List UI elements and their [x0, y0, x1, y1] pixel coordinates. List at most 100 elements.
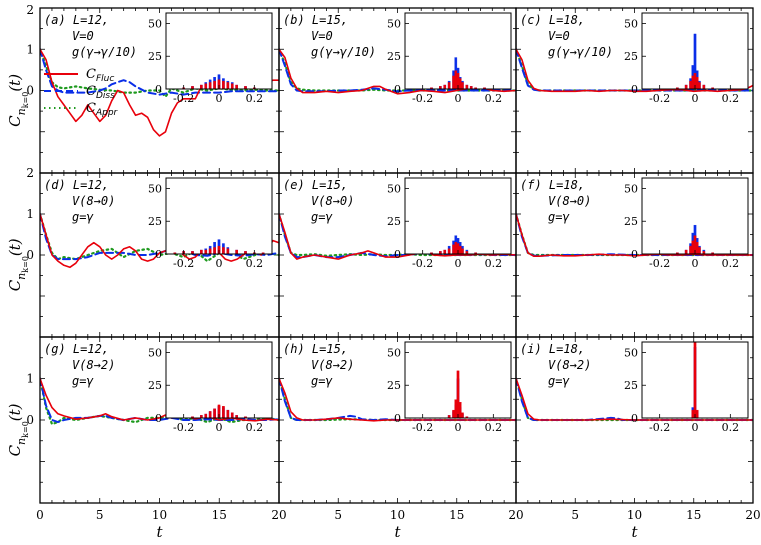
histogram-bar	[447, 248, 451, 255]
histogram-bar	[235, 249, 238, 255]
x-tick-label: 10	[627, 508, 642, 522]
panel-annotation: (a) L=12,	[44, 13, 109, 27]
inset-x-tick-label: 0.2	[722, 92, 740, 105]
x-tick-label: 20	[508, 508, 523, 522]
inset-x-tick-label: -0.2	[649, 92, 670, 105]
inset-histogram: 0 25 50 -0.2 0 0.2	[387, 341, 512, 434]
histogram-bar	[698, 82, 701, 90]
histogram-bar	[695, 77, 699, 90]
x-tick-label: 20	[745, 508, 760, 522]
histogram-bar	[461, 82, 464, 90]
inset-y-tick-label: 50	[624, 346, 638, 359]
histogram-bar	[226, 409, 230, 419]
inset-y-tick-label: 50	[387, 17, 401, 30]
panel-i: (i) L=18, V(8→2) g=γ 0 25 50 -0.2 0 0.2 5 10 15 20 t	[515, 336, 761, 541]
inset-y-tick-label: 0	[155, 83, 162, 96]
histogram-bar	[458, 78, 462, 90]
histogram-bar	[454, 70, 458, 90]
inset-y-tick-label: 25	[148, 50, 162, 63]
inset-y-tick-label: 0	[155, 248, 162, 261]
histogram-bar	[458, 245, 462, 255]
inset-x-tick-label: -0.2	[412, 257, 433, 270]
histogram-bar	[208, 411, 212, 419]
legend-entry: CAppr	[86, 101, 119, 118]
histogram-bar	[443, 84, 447, 90]
histogram-bar	[456, 370, 460, 419]
inset-y-tick-label: 0	[155, 412, 162, 425]
histogram-bar	[458, 402, 462, 419]
histogram-bar	[208, 82, 212, 90]
x-tick-label: 10	[390, 508, 405, 522]
inset-x-tick-label: 0.2	[246, 92, 264, 105]
panel-annotation: V(8→0)	[311, 194, 354, 208]
inset-x-tick-label: 0	[692, 92, 699, 105]
histogram-bar	[213, 408, 216, 419]
panel-annotation: V(8→0)	[72, 194, 115, 208]
inset-x-tick-label: -0.2	[412, 421, 433, 434]
inset-y-tick-label: 0	[394, 412, 401, 425]
inset-y-tick-label: 50	[148, 182, 162, 195]
inset-histogram: 0 25 50 -0.2 0 0.2	[624, 177, 749, 270]
histogram-bar	[443, 249, 447, 255]
x-axis-label: t	[156, 523, 163, 541]
panel-annotation: g=γ	[72, 210, 94, 224]
inset-y-tick-label: 25	[148, 215, 162, 228]
panel-annotation: g(γ→γ/10)	[548, 45, 613, 59]
inset-x-tick-label: 0	[455, 421, 462, 434]
inset-y-tick-label: 25	[624, 50, 638, 63]
x-tick-label: 15	[686, 508, 701, 522]
inset-x-tick-label: 0.2	[485, 257, 503, 270]
histogram-bar	[447, 82, 451, 90]
inset-histogram: 0 25 50 -0.2 0 0.2	[624, 341, 749, 434]
panel-a: (a) L=12, V=0 g(γ→γ/10) 0 25 50 -0.2 0 0.2 1 0 2 2 Cn…	[6, 3, 280, 180]
histogram-bar	[204, 249, 208, 255]
panel-annotation: (g) L=12,	[44, 342, 109, 356]
inset-y-tick-label: 50	[387, 346, 401, 359]
series-fluc	[40, 213, 279, 269]
inset-y-tick-label: 25	[624, 215, 638, 228]
histogram-bar	[222, 406, 225, 419]
inset-x-tick-label: 0.2	[722, 421, 740, 434]
series-appr	[40, 377, 279, 426]
legend-entry: CDiss	[86, 84, 115, 101]
panel-e: (e) L=15, V(8→0) g=γ 0 25 50 -0.2 0 0.2	[278, 172, 517, 338]
panel-frame	[515, 336, 754, 504]
panel-annotation: V=0	[72, 29, 94, 43]
histogram-bar	[230, 412, 234, 419]
inset-y-tick-label: 25	[148, 379, 162, 392]
histogram-bar	[226, 248, 230, 255]
y-axis-label: Cnk=0(t)	[6, 403, 30, 456]
panel-annotation: V(8→2)	[311, 358, 354, 372]
histogram-bar	[691, 409, 695, 419]
inset-histogram: 0 25 50 -0.2 0 0.2	[387, 177, 512, 270]
inset-y-tick-label: 0	[394, 248, 401, 261]
inset-x-tick-label: 0.2	[246, 421, 264, 434]
series-fluc	[279, 377, 516, 422]
inset-histogram: 0 25 50 -0.2 0 0.2	[387, 12, 512, 105]
histogram-bar	[222, 247, 225, 255]
y-tick-label: 2	[26, 3, 34, 17]
x-tick-label: 15	[449, 508, 464, 522]
panel-annotation: g=γ	[311, 374, 333, 388]
histogram-bar	[213, 80, 216, 90]
panel-annotation: g(γ→γ/10)	[72, 45, 137, 59]
histogram-bar	[226, 82, 230, 90]
series-diss	[40, 213, 279, 261]
panel-annotation: (b) L=15,	[283, 13, 348, 27]
inset-y-tick-label: 0	[631, 412, 638, 425]
histogram-bar	[213, 247, 216, 255]
panel-annotation: (c) L=18,	[520, 13, 585, 27]
inset-x-tick-label: -0.2	[173, 92, 194, 105]
series-diss	[40, 48, 279, 96]
x-tick-label: 5	[571, 508, 579, 522]
histogram-bar	[695, 409, 699, 419]
y-tick-label: 1	[26, 372, 34, 386]
panel-b: (b) L=15, V=0 g(γ→γ/10) 0 25 50 -0.2 0 0.2	[278, 7, 517, 174]
y-tick-label: 0	[26, 84, 34, 98]
panel-annotation: V=0	[311, 29, 333, 43]
inset-y-tick-label: 50	[624, 182, 638, 195]
inset-x-tick-label: 0.2	[246, 257, 264, 270]
inset-x-tick-label: 0	[455, 257, 462, 270]
